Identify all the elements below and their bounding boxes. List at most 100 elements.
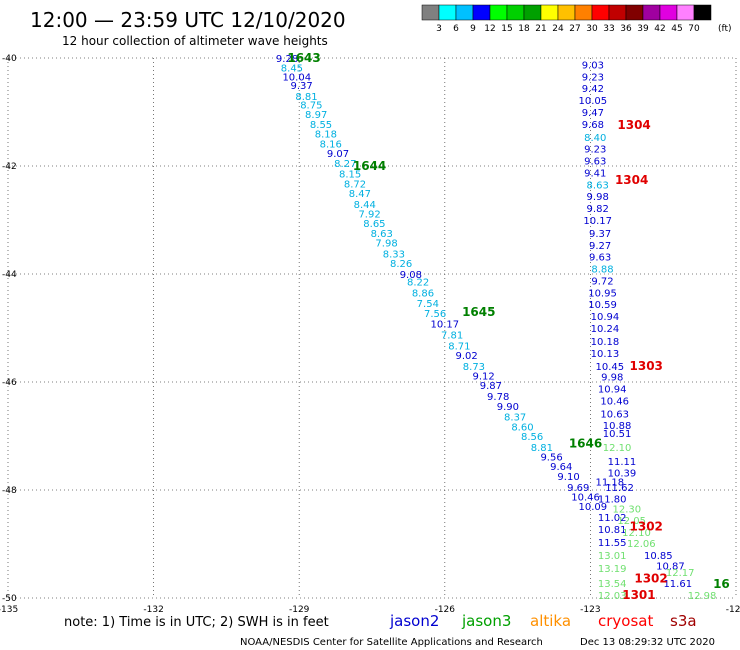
swh-value: 8.63 <box>371 229 393 240</box>
series-legend-jason3: jason3 <box>461 612 511 630</box>
x-tick-label: -126 <box>435 605 456 615</box>
swh-value: 12.98 <box>688 591 717 602</box>
x-tick-label: -135 <box>0 605 18 615</box>
swh-value: 10.94 <box>591 312 620 323</box>
swh-value: 8.71 <box>448 341 470 352</box>
swh-value: 8.44 <box>354 200 376 211</box>
swh-value: 8.45 <box>281 64 303 75</box>
swh-value: 9.12 <box>472 372 494 383</box>
swh-value: 8.47 <box>349 189 371 200</box>
swh-value: 12.06 <box>627 539 656 550</box>
swh-value: 12.17 <box>666 568 695 579</box>
legend-tick-label: 21 <box>535 24 546 34</box>
swh-value: 11.02 <box>598 513 627 524</box>
grid-lines <box>7 57 737 599</box>
y-tick-label: -48 <box>2 486 17 496</box>
swh-value: 9.98 <box>601 373 623 384</box>
swh-value: 9.10 <box>557 472 579 483</box>
swh-value: 11.61 <box>663 579 692 590</box>
swh-value: 10.17 <box>583 216 612 227</box>
legend-tick-label: 30 <box>586 24 598 34</box>
swh-value: 9.98 <box>587 192 609 203</box>
pass-time-label: 1304 <box>615 173 648 187</box>
swh-value: 9.41 <box>584 168 606 179</box>
legend-tick-label: 27 <box>569 24 580 34</box>
swh-value: 7.92 <box>358 210 380 221</box>
swh-value: 11.18 <box>595 477 624 488</box>
legend-tick-label: 12 <box>484 24 495 34</box>
swh-value: 9.47 <box>582 108 604 119</box>
x-tick-label: -132 <box>143 605 163 615</box>
y-tick-label: -50 <box>2 594 17 604</box>
legend-swatch <box>438 4 457 21</box>
legend-swatch <box>455 4 474 21</box>
swh-value: 9.90 <box>497 402 519 413</box>
swh-value: 10.46 <box>600 396 629 407</box>
legend-tick-label: 3 <box>436 24 442 34</box>
swh-value: 9.82 <box>587 204 609 215</box>
y-tick-label: -42 <box>2 162 17 172</box>
swh-value: 8.86 <box>412 288 434 299</box>
pass-time-label: 1302 <box>634 572 667 586</box>
swh-value: 13.19 <box>598 564 627 575</box>
series-legend-altika: altika <box>530 612 571 630</box>
swh-value: 8.55 <box>310 120 332 131</box>
swh-value: 8.81 <box>295 92 317 103</box>
y-tick-label: -46 <box>2 378 17 388</box>
x-tick-label: -123 <box>580 605 600 615</box>
x-tick-labels: -135 -132 -129 -126 -123 -120 <box>0 605 740 615</box>
swh-value: 10.13 <box>591 349 620 360</box>
swh-value: 10.51 <box>603 429 632 440</box>
series-legend-cryosat: cryosat <box>598 612 653 630</box>
legend-swatch <box>540 4 559 21</box>
swh-value: 9.37 <box>589 229 611 240</box>
swh-value: 10.39 <box>608 469 637 480</box>
swh-value: 10.45 <box>595 362 624 373</box>
swh-value: 9.03 <box>582 60 604 71</box>
swh-value: 9.42 <box>582 84 604 95</box>
legend-swatch <box>608 4 627 21</box>
pass-time-label: 1301 <box>622 588 655 602</box>
swh-value: 9.37 <box>290 81 312 92</box>
swh-value: 7.81 <box>441 330 463 341</box>
legend-tick-label: 24 <box>552 24 564 34</box>
pass-time-label: 1644 <box>353 159 386 173</box>
swh-value: 8.40 <box>584 133 606 144</box>
swh-value: 8.33 <box>383 249 405 260</box>
series-legend: jason2 jason3 altika cryosat s3a <box>389 612 697 630</box>
swh-value: 12.10 <box>622 528 651 539</box>
swh-value: 13.01 <box>598 551 627 562</box>
swh-value: 8.15 <box>339 170 361 181</box>
swh-value: 9.23 <box>582 72 604 83</box>
swh-value: 7.54 <box>417 299 439 310</box>
swh-value: 10.95 <box>588 288 617 299</box>
swh-value: 9.78 <box>487 392 509 403</box>
swh-value: 12.10 <box>603 443 632 454</box>
swh-value: 9.07 <box>327 149 349 160</box>
swh-value: 11.62 <box>605 483 634 494</box>
swh-value: 9.02 <box>456 351 478 362</box>
swh-value: 12.30 <box>612 504 641 515</box>
swh-value: 8.27 <box>334 159 356 170</box>
swh-value: 7.56 <box>424 309 446 320</box>
series-legend-s3a: s3a <box>670 612 697 630</box>
x-tick-label: -129 <box>289 605 310 615</box>
legend-tick-label: 70 <box>688 24 700 34</box>
swh-value: 13.54 <box>598 579 627 590</box>
swh-value: 8.18 <box>315 130 337 141</box>
legend-swatch <box>472 4 491 21</box>
swh-value: 9.27 <box>589 241 611 252</box>
swh-value: 9.63 <box>584 157 606 168</box>
swh-value: 11.80 <box>598 495 627 506</box>
swh-value: 9.69 <box>567 483 589 494</box>
swh-value: 8.37 <box>504 413 526 424</box>
swh-value: 9.28 <box>276 54 298 65</box>
legend-swatch <box>591 4 610 21</box>
swh-value: 8.63 <box>587 180 609 191</box>
swh-value: 10.46 <box>571 492 600 503</box>
units-note: note: 1) Time is in UTC; 2) SWH is in fe… <box>64 615 329 630</box>
swh-value: 9.23 <box>584 145 606 156</box>
legend-swatch <box>489 4 508 21</box>
legend-swatch <box>421 4 440 21</box>
swh-value: 8.88 <box>591 265 613 276</box>
